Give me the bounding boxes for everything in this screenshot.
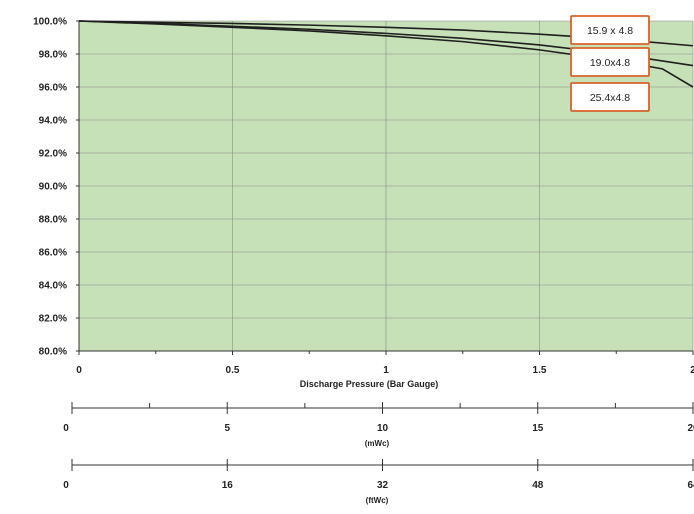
y-tick-label: 90.0% (39, 182, 67, 193)
series-labels: 15.9 x 4.8 19.0x4.8 25.4x4.8 (570, 15, 650, 112)
secondary-tick-label: 32 (377, 480, 389, 491)
secondary-axis-title: (mWc) (365, 439, 390, 448)
x-axis-title: Discharge Pressure (Bar Gauge) (300, 379, 439, 389)
secondary-tick-label: 64 (687, 480, 694, 491)
secondary-tick-label: 20 (687, 423, 694, 434)
secondary-tick-label: 5 (224, 423, 230, 434)
secondary-tick-label: 10 (377, 423, 389, 434)
y-tick-label: 82.0% (39, 314, 67, 325)
y-tick-label: 98.0% (39, 50, 67, 61)
y-axis: 80.0% 82.0% 84.0% 86.0% 88.0% 90.0% 92.0% 94.0%… (33, 17, 80, 358)
secondary-axes: 0 5 10 15 20 (mWc) 0 16 32 48 64 (ftWc) (63, 402, 694, 505)
series-label-box (570, 82, 650, 112)
secondary-tick-label: 16 (222, 480, 234, 491)
x-tick-label: 0.5 (226, 365, 240, 376)
x-tick-label: 1 (383, 365, 389, 376)
series-label-box (570, 15, 650, 45)
y-tick-label: 96.0% (39, 83, 67, 94)
secondary-tick-label: 15 (532, 423, 544, 434)
y-tick-label: 80.0% (39, 347, 67, 358)
series-label: 19.0x4.8 (590, 57, 630, 69)
series-label: 15.9 x 4.8 (587, 25, 633, 37)
y-tick-label: 84.0% (39, 281, 67, 292)
y-tick-label: 92.0% (39, 149, 67, 160)
y-tick-label: 100.0% (33, 17, 67, 28)
x-tick-label: 0 (76, 365, 82, 376)
x-tick-label: 2 (690, 365, 694, 376)
secondary-axis-title: (ftWc) (366, 496, 389, 505)
y-tick-label: 88.0% (39, 215, 67, 226)
secondary-tick-label: 0 (63, 480, 69, 491)
y-tick-label: 86.0% (39, 248, 67, 259)
x-axis: 0 0.5 1 1.5 2 (76, 350, 694, 376)
x-tick-label: 1.5 (533, 365, 547, 376)
secondary-tick-label: 48 (532, 480, 544, 491)
series-label-box (570, 47, 650, 77)
series-label: 25.4x4.8 (590, 92, 630, 104)
y-tick-label: 94.0% (39, 116, 67, 127)
secondary-tick-label: 0 (63, 423, 69, 434)
